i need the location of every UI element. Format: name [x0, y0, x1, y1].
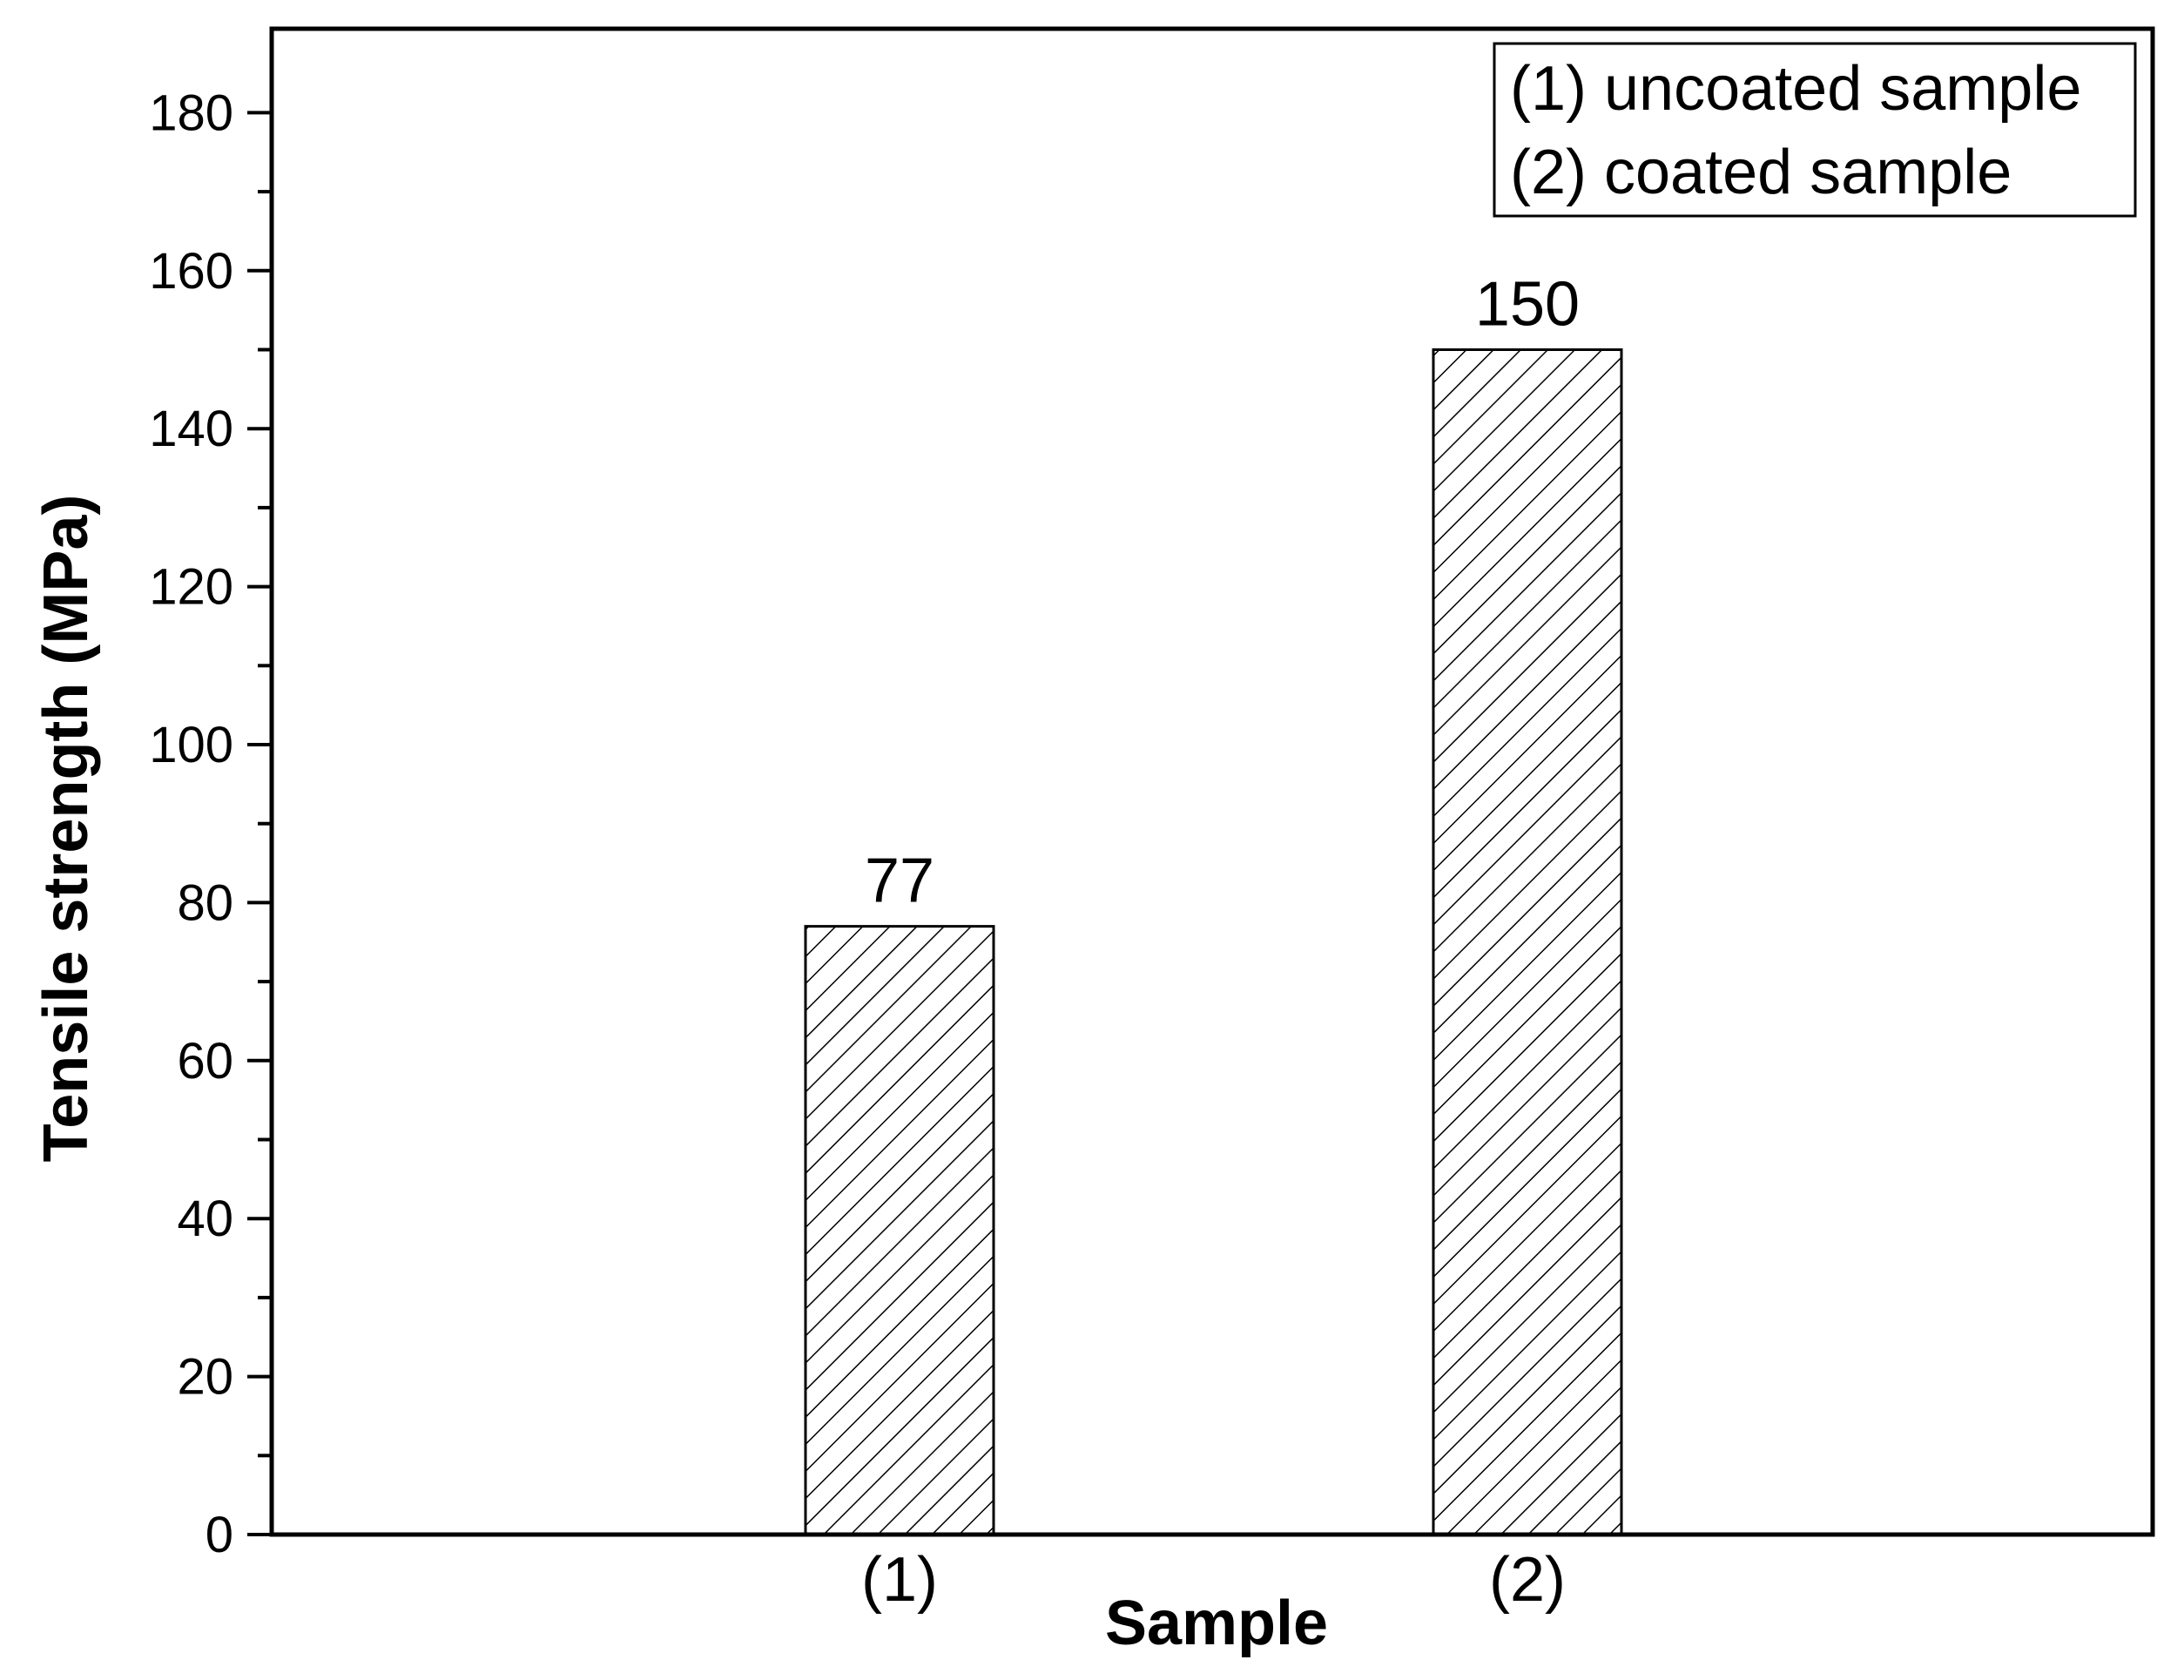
x-category-layer: (1) (2) — [861, 1545, 1566, 1615]
x-category-label-1: (1) — [861, 1545, 938, 1615]
legend: (1) uncoated sample (2) coated sample — [1493, 42, 2137, 218]
legend-entry-2: (2) coated sample — [1510, 138, 2012, 207]
bars-layer: 77 150 — [804, 270, 1623, 1536]
bar-1 — [804, 925, 995, 1536]
y-ticks-layer: 0 20 40 60 80 100 120 140 160 180 — [149, 84, 272, 1563]
y-tick-label: 0 — [206, 1507, 233, 1563]
y-tick-label: 20 — [177, 1349, 233, 1406]
bar-2 — [1432, 348, 1623, 1536]
y-tick-label: 140 — [149, 401, 233, 457]
y-axis-title: Tensile strength (MPa) — [31, 495, 101, 1163]
plot-frame — [269, 26, 2155, 1537]
legend-box — [1493, 42, 2137, 218]
y-tick-label: 120 — [149, 559, 233, 616]
y-tick-label: 80 — [177, 874, 233, 931]
y-tick-label: 180 — [149, 84, 233, 141]
x-category-label-2: (2) — [1489, 1545, 1566, 1615]
y-tick-label: 40 — [177, 1191, 233, 1247]
y-tick-label: 160 — [149, 243, 233, 300]
y-tick-label: 60 — [177, 1033, 233, 1090]
bar-1-value-label: 77 — [865, 847, 934, 916]
x-axis-title: Sample — [1105, 1589, 1328, 1658]
legend-entry-1: (1) uncoated sample — [1510, 54, 2081, 124]
y-tick-label: 100 — [149, 717, 233, 773]
bar-2-value-label: 150 — [1475, 270, 1580, 340]
